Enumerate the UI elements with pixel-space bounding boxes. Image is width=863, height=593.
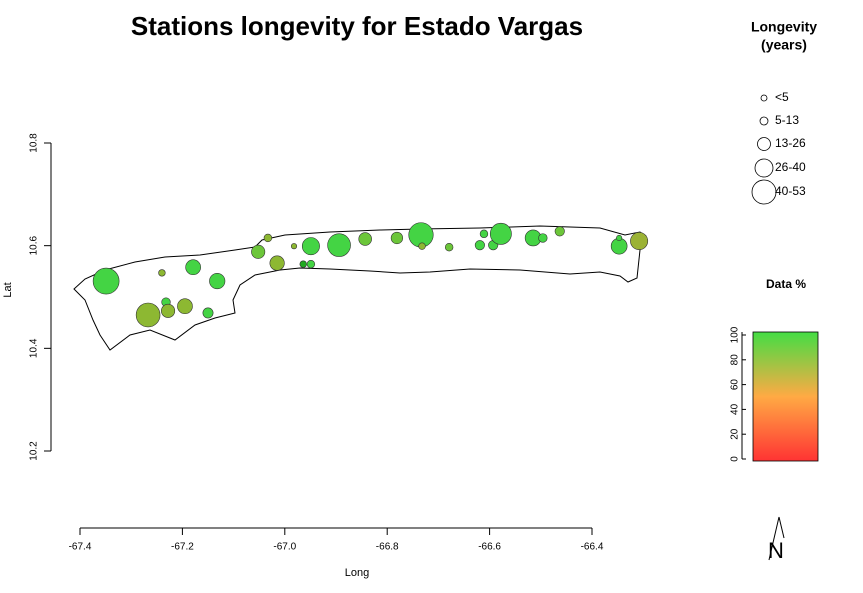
station-point: [538, 233, 548, 243]
colorbar-tick-label: 100: [730, 326, 741, 343]
station-point: [554, 226, 565, 237]
station-point: [489, 222, 512, 245]
size-legend-label: 40-53: [775, 184, 806, 198]
x-tick-label: -66.6: [478, 542, 501, 553]
station-point: [269, 255, 285, 271]
station-point: [299, 260, 307, 268]
station-point: [418, 242, 426, 250]
station-point: [185, 259, 201, 276]
y-tick-label: 10.2: [29, 441, 40, 461]
station-point: [306, 259, 316, 269]
size-legend-title: Longevity: [751, 19, 817, 35]
y-tick-label: 10.6: [29, 235, 40, 255]
size-legend-symbol: [751, 179, 777, 205]
y-tick-label: 10.8: [29, 133, 40, 153]
x-axis-label: Long: [345, 567, 369, 579]
size-legend-label: 26-40: [775, 160, 806, 174]
size-legend-symbol: [760, 94, 768, 102]
station-point: [474, 240, 485, 251]
station-point: [358, 232, 372, 246]
north-arrow: [778, 516, 785, 539]
size-legend-title: (years): [761, 37, 807, 53]
station-point: [92, 267, 120, 295]
station-point: [301, 237, 320, 256]
station-point: [251, 244, 266, 259]
station-point: [290, 243, 298, 250]
station-point: [263, 233, 273, 243]
station-point: [616, 234, 623, 242]
size-legend-symbol: [754, 158, 774, 178]
station-point: [390, 231, 404, 245]
x-tick-label: -66.4: [581, 542, 604, 553]
north-arrow: [768, 516, 780, 561]
x-tick-label: -67.2: [171, 542, 194, 553]
chart-title: Stations longevity for Estado Vargas: [131, 11, 583, 41]
y-tick-label: 10.4: [29, 338, 40, 358]
size-legend-label: 5-13: [775, 113, 799, 127]
station-point: [479, 229, 489, 239]
x-tick-label: -67.4: [69, 542, 92, 553]
colorbar-title: Data %: [766, 277, 806, 291]
colorbar-tick-label: 20: [730, 428, 741, 440]
station-point: [209, 273, 226, 290]
station-point: [158, 269, 166, 277]
station-point: [177, 298, 193, 315]
colorbar-tick-label: 60: [730, 379, 741, 391]
colorbar-tick-label: 0: [730, 456, 741, 462]
y-axis-label: Lat: [2, 282, 14, 297]
map-outline: [73, 225, 647, 351]
x-tick-label: -67.0: [273, 542, 296, 553]
station-point: [161, 303, 176, 318]
colorbar: [752, 331, 819, 462]
station-point: [444, 243, 454, 252]
station-point: [327, 233, 351, 257]
station-point: [202, 307, 214, 319]
x-tick-label: -66.8: [376, 542, 399, 553]
size-legend-label: <5: [775, 90, 789, 104]
size-legend-label: 13-26: [775, 136, 806, 150]
colorbar-tick-label: 40: [730, 403, 741, 415]
size-legend-symbol: [759, 116, 769, 126]
station-point: [630, 232, 649, 251]
colorbar-tick-label: 80: [730, 354, 741, 366]
size-legend-symbol: [757, 137, 771, 151]
station-point: [135, 302, 161, 328]
north-label: N: [768, 538, 784, 563]
